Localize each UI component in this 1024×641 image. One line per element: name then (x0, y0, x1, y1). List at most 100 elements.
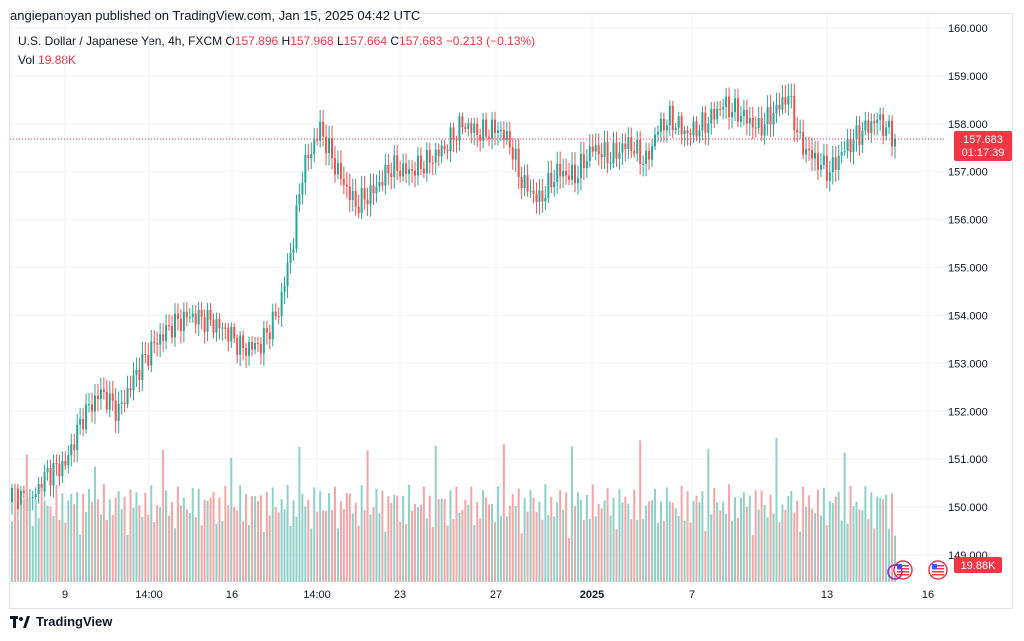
volume-bar (111, 514, 114, 582)
candle-body (212, 319, 215, 333)
flag-stripe (897, 565, 909, 567)
volume-bar (677, 515, 680, 582)
candle-body (573, 164, 576, 184)
event-marker-icon (887, 564, 903, 580)
candle-body (891, 120, 894, 147)
volume-bar (251, 496, 254, 582)
volume-bar (582, 520, 585, 582)
volume-bar (286, 484, 289, 582)
candle-body (449, 127, 452, 152)
candle-body (805, 148, 808, 155)
volume-bar (784, 509, 787, 582)
candle-body (384, 164, 387, 186)
volume-bar (674, 508, 677, 582)
volume-bar (357, 525, 360, 582)
volume-bar (615, 529, 618, 582)
volume-bar (565, 492, 568, 582)
volume-bar (544, 484, 547, 582)
volume-bar (701, 491, 704, 582)
candle-body (245, 347, 248, 356)
volume-bar (861, 510, 864, 582)
candle-body (31, 497, 34, 499)
candle-body (858, 125, 861, 145)
us-flag-event-icon[interactable] (893, 560, 913, 580)
volume-bar (725, 513, 728, 582)
candle-body (313, 139, 316, 154)
volume-bar (805, 506, 808, 582)
x-tick-label: 23 (394, 589, 406, 601)
volume-bar (348, 493, 351, 582)
volume-bar (431, 526, 434, 582)
candle-body (85, 404, 88, 430)
volume-bar (46, 505, 49, 582)
volume-bar (855, 501, 858, 582)
flag-stripe (932, 568, 944, 570)
volume-bar (645, 505, 648, 582)
candle-body (191, 313, 194, 317)
candle-body (268, 332, 271, 340)
volume-bar (825, 525, 828, 582)
candle-body (129, 388, 132, 391)
volume-bar (191, 488, 194, 582)
y-tick-label: 151.000 (948, 454, 988, 466)
candle-body (775, 104, 778, 114)
candle-body (867, 120, 870, 133)
candle-body (725, 96, 728, 108)
volume-bar (304, 506, 307, 582)
flag-stripe (897, 571, 909, 573)
footer-brand[interactable]: TradingView (36, 614, 113, 629)
candle-body (482, 119, 485, 141)
candle-body (262, 328, 265, 354)
candle-body (52, 463, 55, 486)
volume-bar (656, 522, 659, 582)
volume-bar (342, 509, 345, 582)
candle-body (73, 444, 76, 450)
volume-bar (307, 499, 310, 582)
volume-label[interactable]: Vol (18, 53, 35, 67)
volume-bar (612, 497, 615, 582)
volume-bar (200, 525, 203, 582)
candle-body (476, 123, 479, 135)
candle-body (37, 484, 40, 495)
volume-bar (141, 516, 144, 582)
candle-body (846, 139, 849, 152)
volume-bar (188, 513, 191, 582)
volume-bar (585, 495, 588, 582)
volume-bar (559, 490, 562, 582)
candle-body (876, 119, 879, 124)
candle-body (162, 334, 165, 341)
chart-frame (9, 13, 1013, 609)
volume-bar (25, 454, 28, 582)
flag-stripe (932, 565, 944, 567)
symbol-title[interactable]: U.S. Dollar / Japanese Yen, 4h, FXCM (18, 34, 223, 48)
volume-bar (292, 500, 295, 582)
us-flag-event-icon[interactable] (928, 560, 948, 580)
candle-body (159, 334, 162, 345)
candle-body (434, 149, 437, 163)
volume-bar (828, 501, 831, 582)
candle-body (585, 161, 588, 169)
volume-bar (716, 502, 719, 582)
volume-bar (873, 528, 876, 582)
volume-badge-bg (954, 557, 1002, 573)
candle-body (636, 139, 639, 154)
x-tick-label: 13 (821, 589, 833, 601)
volume-bar (600, 508, 603, 582)
volume-bar (488, 504, 491, 582)
candle-body (882, 114, 885, 136)
volume-bar (408, 484, 411, 582)
candle-body (390, 173, 393, 177)
volume-bar (704, 531, 707, 582)
volume-bar (40, 487, 43, 582)
candle-body (111, 393, 114, 401)
candle-body (852, 139, 855, 153)
candle-body (568, 175, 571, 180)
candle-body (864, 120, 867, 131)
volume-bar (843, 452, 846, 582)
candle-body (731, 112, 734, 118)
volume-bar (239, 485, 242, 582)
candle-body (597, 145, 600, 155)
volume-bar (553, 516, 556, 582)
